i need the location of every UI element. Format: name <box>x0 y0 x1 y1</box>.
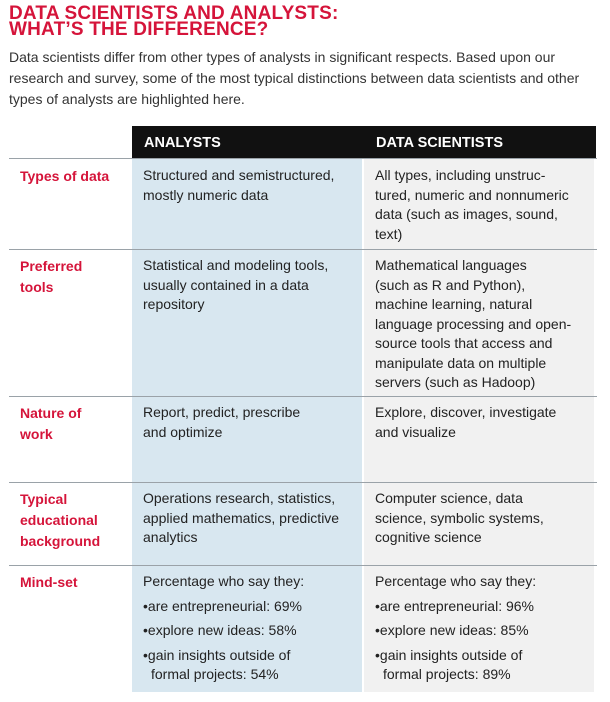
row-label-educational-background: Typical educational background <box>20 491 101 549</box>
data-scientists-column-header: DATA SCIENTISTS <box>364 126 596 158</box>
mindset-bullet: •gain insights outside of formal project… <box>375 646 523 683</box>
analysts-mind-set: Percentage who say they: •are entreprene… <box>143 572 357 685</box>
mindset-intro: Percentage who say they: <box>375 573 537 589</box>
mindset-bullet: •explore new ideas: 58% <box>143 622 297 638</box>
row-label-mind-set: Mind-set <box>20 574 78 590</box>
analysts-types-of-data: Structured and semistructured, mostly nu… <box>143 167 335 203</box>
mindset-bullet: •gain insights outside of formal project… <box>143 646 291 683</box>
row-divider <box>9 565 597 566</box>
scientists-types-of-data: All types, including unstruc- tured, num… <box>375 167 569 242</box>
page-title: DATA SCIENTISTS AND ANALYSTS: WHAT’S THE… <box>9 3 599 40</box>
scientists-mind-set: Percentage who say they: •are entreprene… <box>375 572 589 685</box>
row-divider <box>9 249 597 250</box>
scientists-preferred-tools: Mathematical languages (such as R and Py… <box>375 257 572 390</box>
analysts-column-header: ANALYSTS <box>132 126 364 158</box>
mindset-intro: Percentage who say they: <box>143 573 305 589</box>
analysts-nature-of-work: Report, predict, prescribe and optimize <box>143 404 301 440</box>
data-scientists-column-background <box>364 126 594 692</box>
mindset-bullet: •explore new ideas: 85% <box>375 622 529 638</box>
title-line-2: WHAT’S THE DIFFERENCE? <box>9 19 269 40</box>
row-label-preferred-tools: Preferred tools <box>20 258 83 295</box>
intro-paragraph: Data scientists differ from other types … <box>9 49 580 107</box>
title-line-1: DATA SCIENTISTS AND ANALYSTS: <box>9 3 339 24</box>
analysts-educational-background: Operations research, statistics, applied… <box>143 490 340 545</box>
row-label-nature-of-work: Nature of work <box>20 405 82 442</box>
mindset-bullet: •are entrepreneurial: 69% <box>143 597 302 614</box>
mindset-bullet: •are entrepreneurial: 96% <box>375 597 534 614</box>
row-divider <box>9 482 597 483</box>
row-label-types-of-data: Types of data <box>20 168 110 184</box>
row-divider <box>9 158 597 159</box>
analysts-preferred-tools: Statistical and modeling tools, usually … <box>143 257 329 312</box>
scientists-educational-background: Computer science, data science, symbolic… <box>375 490 544 545</box>
analysts-column-background <box>132 126 362 692</box>
scientists-nature-of-work: Explore, discover, investigate and visua… <box>375 404 557 440</box>
row-divider <box>9 396 597 397</box>
